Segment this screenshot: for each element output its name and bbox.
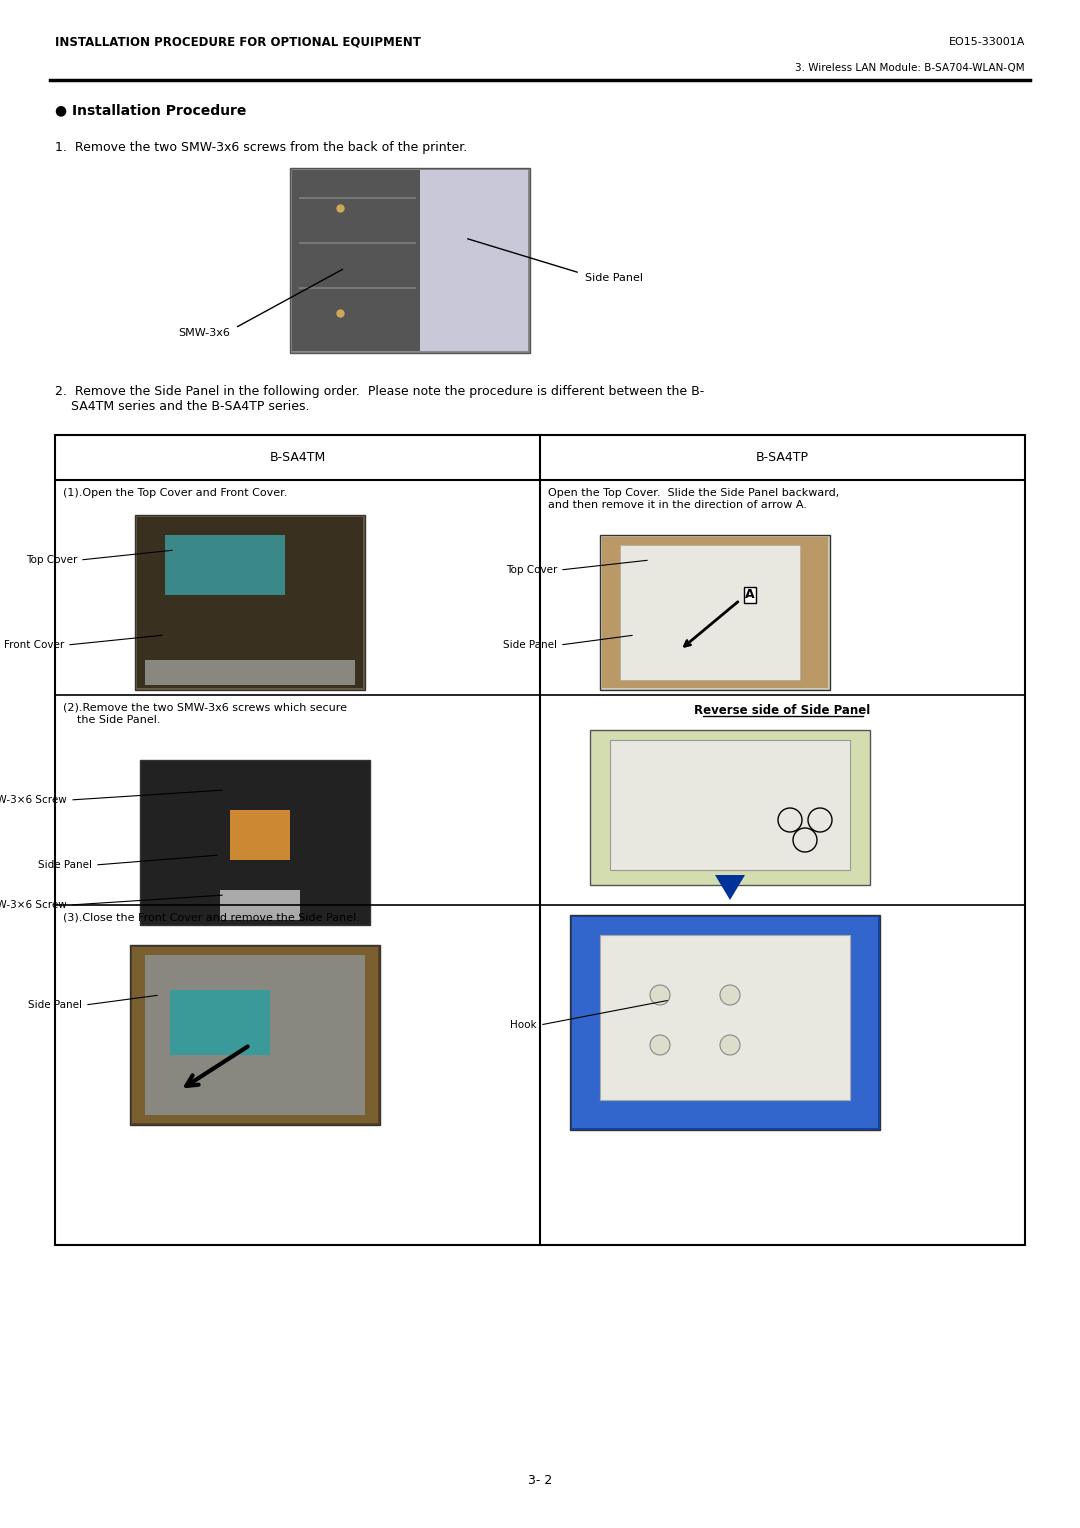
Bar <box>602 536 828 688</box>
Text: 2.  Remove the Side Panel in the following order.  Please note the procedure is : 2. Remove the Side Panel in the followin… <box>55 385 704 413</box>
Text: (1).Open the Top Cover and Front Cover.: (1).Open the Top Cover and Front Cover. <box>63 487 287 498</box>
Text: Front Cover: Front Cover <box>3 640 64 649</box>
Text: B-SA4TM: B-SA4TM <box>269 451 326 465</box>
Text: SMW-3x6: SMW-3x6 <box>178 329 230 338</box>
Bar <box>132 947 378 1123</box>
Bar <box>165 535 285 594</box>
Text: Side Panel: Side Panel <box>38 860 92 869</box>
Circle shape <box>720 986 740 1005</box>
Bar <box>610 740 850 869</box>
Text: (2).Remove the two SMW-3x6 screws which secure
    the Side Panel.: (2).Remove the two SMW-3x6 screws which … <box>63 703 347 724</box>
Text: ● Installation Procedure: ● Installation Procedure <box>55 102 246 118</box>
Bar <box>220 889 300 920</box>
Bar <box>137 516 363 688</box>
Bar <box>140 759 370 924</box>
Bar <box>135 515 365 691</box>
Text: EO15-33001A: EO15-33001A <box>948 37 1025 47</box>
Text: Reverse side of Side Panel: Reverse side of Side Panel <box>694 703 870 717</box>
Bar <box>145 660 355 685</box>
Text: 3. Wireless LAN Module: B-SA704-WLAN-QM: 3. Wireless LAN Module: B-SA704-WLAN-QM <box>795 63 1025 73</box>
Bar <box>55 435 1025 1245</box>
Text: Side Panel: Side Panel <box>585 274 643 283</box>
Text: (3).Close the Front Cover and remove the Side Panel.: (3).Close the Front Cover and remove the… <box>63 914 360 923</box>
Circle shape <box>650 1034 670 1054</box>
Text: Side Panel: Side Panel <box>28 999 82 1010</box>
Text: 1.  Remove the two SMW-3x6 screws from the back of the printer.: 1. Remove the two SMW-3x6 screws from th… <box>55 142 468 154</box>
Text: B-SA4TP: B-SA4TP <box>756 451 809 465</box>
Polygon shape <box>715 876 745 900</box>
Bar <box>230 810 291 860</box>
Bar <box>590 730 870 885</box>
Bar <box>600 935 850 1100</box>
Bar <box>170 990 270 1054</box>
Text: INSTALLATION PROCEDURE FOR OPTIONAL EQUIPMENT: INSTALLATION PROCEDURE FOR OPTIONAL EQUI… <box>55 35 421 49</box>
Bar <box>600 535 831 691</box>
Bar <box>130 944 380 1125</box>
Bar <box>291 168 530 353</box>
Text: A: A <box>745 588 755 602</box>
Text: Side Panel: Side Panel <box>503 640 557 649</box>
Text: 3- 2: 3- 2 <box>528 1473 552 1487</box>
Bar <box>292 170 420 351</box>
Bar <box>145 955 365 1115</box>
Circle shape <box>720 1034 740 1054</box>
Bar <box>570 915 880 1131</box>
Text: Hook: Hook <box>511 1021 537 1030</box>
Text: Top Cover: Top Cover <box>26 555 77 565</box>
Circle shape <box>650 986 670 1005</box>
Bar <box>420 170 528 351</box>
Text: Top Cover: Top Cover <box>505 565 557 575</box>
Bar <box>292 170 528 351</box>
Text: Open the Top Cover.  Slide the Side Panel backward,
and then remove it in the di: Open the Top Cover. Slide the Side Panel… <box>548 487 839 510</box>
Text: SMW-3×6 Screw: SMW-3×6 Screw <box>0 900 67 911</box>
Bar <box>620 545 800 680</box>
Bar <box>572 917 878 1128</box>
Text: SMW-3×6 Screw: SMW-3×6 Screw <box>0 795 67 805</box>
